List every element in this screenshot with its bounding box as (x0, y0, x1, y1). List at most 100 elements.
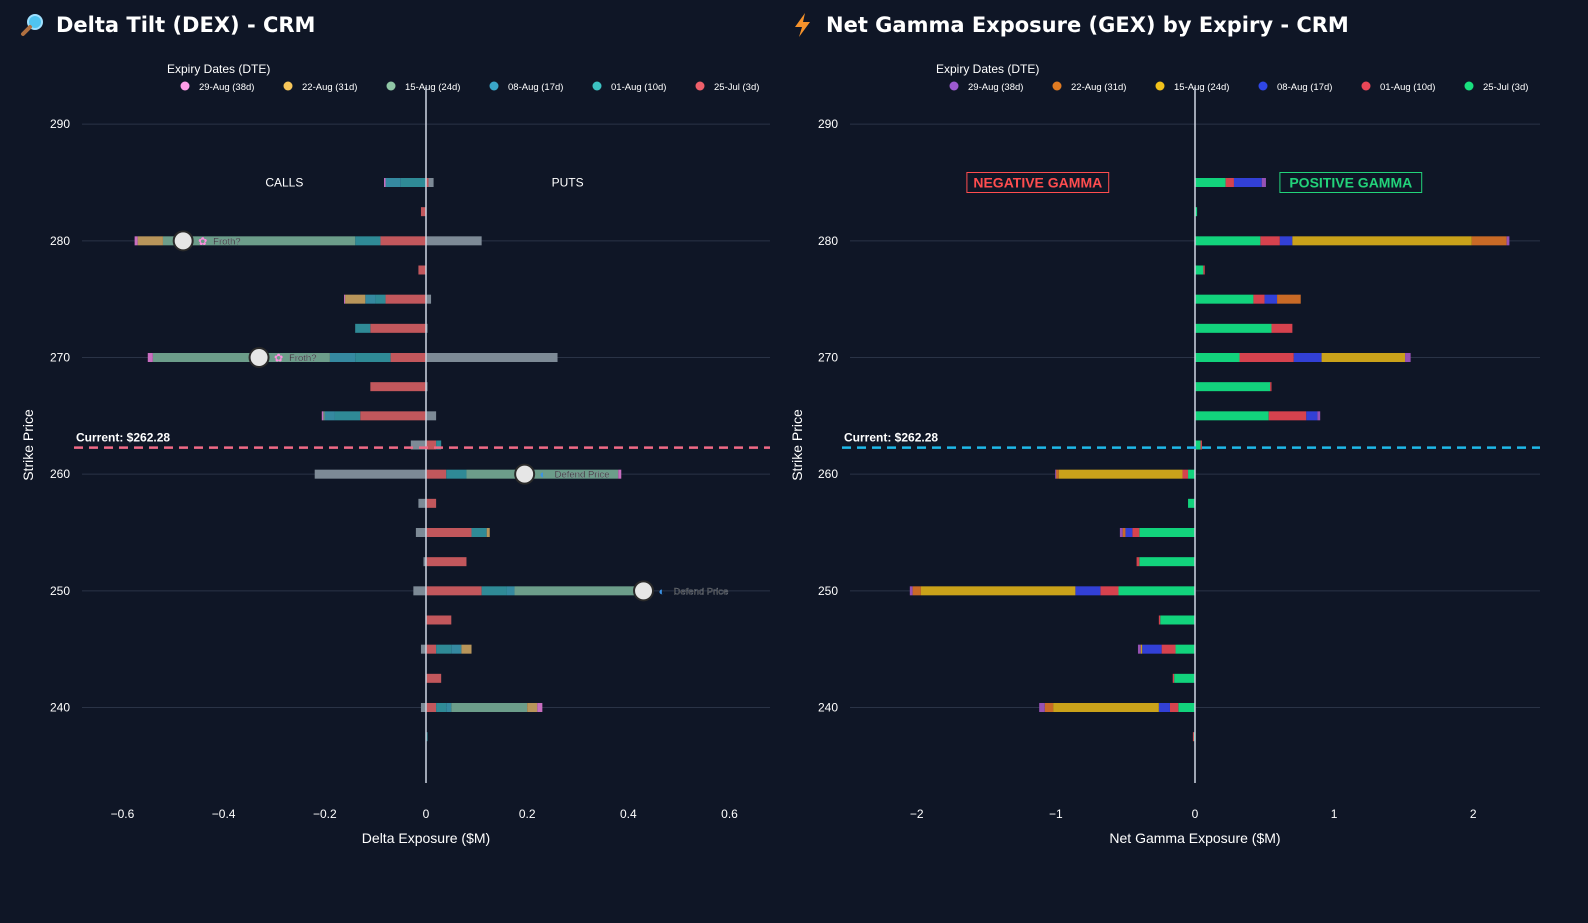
gex-bar-segment (1306, 411, 1318, 421)
dex-bar-segment (426, 644, 437, 654)
dex-bar-segment (451, 703, 528, 712)
gex-bar-segment (1239, 353, 1294, 362)
dex-legend-swatch (489, 81, 499, 91)
dex-bar-segment (147, 353, 153, 362)
dex-ytick-label: 270 (50, 351, 70, 365)
dex-bar-segment (426, 732, 428, 742)
dex-bar-segment (162, 236, 356, 246)
dex-legend-swatch (180, 81, 190, 91)
dex-marker (633, 580, 655, 602)
dex-bar-segment (426, 703, 437, 712)
dex-xaxis-title: Delta Exposure ($M) (362, 830, 490, 846)
gex-bar-segment (1233, 178, 1262, 187)
gex-ytick-label: 250 (818, 584, 838, 598)
gex-legend-swatch (1052, 81, 1062, 91)
gex-bar-segment (1122, 528, 1126, 537)
dex-bar-segment (418, 498, 426, 508)
dex-ytick-label: 250 (50, 584, 70, 598)
gex-bar-segment (1195, 440, 1201, 450)
gex-legend-label: 08-Aug (17d) (1277, 82, 1332, 93)
gex-annotation: NEGATIVE GAMMA (973, 175, 1102, 191)
gex-bar-segment (1169, 703, 1179, 712)
gex-bar-segment (1053, 703, 1159, 712)
dex-legend-swatch (592, 81, 602, 91)
gex-bar-segment (909, 586, 913, 596)
gex-bar-segment (1039, 703, 1045, 712)
gex-xtick-label: 1 (1331, 807, 1338, 821)
gex-bar-segment (1405, 353, 1411, 362)
gex-legend-label: 01-Aug (10d) (1380, 82, 1435, 93)
dex-legend-label: 25-Jul (3d) (714, 82, 759, 93)
dex-bar-segment (471, 528, 487, 537)
dex-bar-segment (355, 353, 391, 362)
gex-ytick-label: 280 (818, 234, 838, 248)
dex-marker-glyph: ✿ (274, 353, 283, 365)
dex-bar-segment (370, 323, 426, 333)
gex-bar-segment (1506, 236, 1510, 246)
gex-bar-segment (1317, 411, 1321, 421)
dex-ytick-label: 260 (50, 467, 70, 481)
gex-bar-segment (1158, 703, 1170, 712)
gex-bar-segment (1261, 178, 1266, 187)
gex-bar-segment (1044, 703, 1054, 712)
dex-bar-segment (426, 586, 482, 596)
dex-xtick-label: 0.4 (620, 807, 637, 821)
dex-marker-glyph: ◐ (540, 469, 547, 481)
dex-bar-segment (380, 236, 426, 246)
gex-legend-label: 22-Aug (31d) (1071, 82, 1126, 93)
dex-bar-segment (436, 440, 442, 450)
dex-bar-segment (344, 294, 346, 304)
dex-marker-glyph: ◐ (659, 586, 666, 598)
gex-legend-swatch (1258, 81, 1268, 91)
gex-bar-segment (1188, 498, 1195, 508)
gex-bar-segment (1260, 236, 1280, 246)
gex-bar-segment (1225, 178, 1234, 187)
dex-chart: Expiry Dates (DTE) 29-Aug (38d) 22-Aug (31… (20, 62, 770, 846)
dex-bar-segment (446, 703, 452, 712)
gex-bar-segment (1139, 557, 1195, 567)
gex-annotation: POSITIVE GAMMA (1289, 175, 1412, 191)
gex-legend-swatch (949, 81, 959, 91)
dex-bar-segment (481, 586, 507, 596)
gex-xtick-label: −2 (910, 807, 924, 821)
gex-bar-segment (1175, 644, 1195, 654)
gex-bar-segment (1268, 411, 1307, 421)
dex-marker-label: Defend Price (674, 586, 729, 597)
gex-bar-segment (1292, 236, 1472, 246)
dex-bar-segment (321, 411, 324, 421)
gex-ytick-label: 290 (818, 117, 838, 131)
gex-legend-swatch (1464, 81, 1474, 91)
dex-bar-segment (514, 586, 641, 596)
dex-marker (514, 463, 536, 485)
gex-bar-segment (1136, 557, 1140, 567)
gex-bar-segment (1253, 294, 1265, 304)
dex-bar-segment (527, 703, 538, 712)
dex-bar-segment (314, 469, 426, 479)
dex-annotation: CALLS (265, 176, 303, 190)
dex-xtick-label: −0.6 (111, 807, 135, 821)
gex-bar-segment (1174, 673, 1195, 683)
dex-legend-swatch (283, 81, 293, 91)
dex-bar-segment (400, 178, 426, 187)
dex-marker-label: Froth? (289, 353, 316, 364)
dex-bar-segment (436, 644, 452, 654)
dex-bar-segment (345, 294, 366, 304)
dex-marker-label: Froth? (213, 236, 240, 247)
gex-bar-segment (1279, 236, 1293, 246)
gex-bar-segment (1075, 586, 1101, 596)
dex-legend-label: 08-Aug (17d) (508, 82, 563, 93)
dex-bar-segment (323, 411, 325, 421)
gex-bar-segment (1195, 323, 1272, 333)
gex-bar-segment (1058, 469, 1183, 479)
gex-xtick-label: 2 (1470, 807, 1477, 821)
dex-xtick-label: −0.4 (212, 807, 236, 821)
dex-bar-segment (446, 469, 467, 479)
dex-xtick-label: 0.2 (519, 807, 536, 821)
dex-bar-segment (375, 294, 386, 304)
gex-bar-segment (1264, 294, 1278, 304)
dex-bar-segment (426, 294, 432, 304)
gex-bar-segment (1188, 469, 1195, 479)
gex-bar-segment (1277, 294, 1301, 304)
dex-marker-glyph: ✿ (198, 236, 207, 248)
dex-bar-segment (360, 411, 426, 421)
